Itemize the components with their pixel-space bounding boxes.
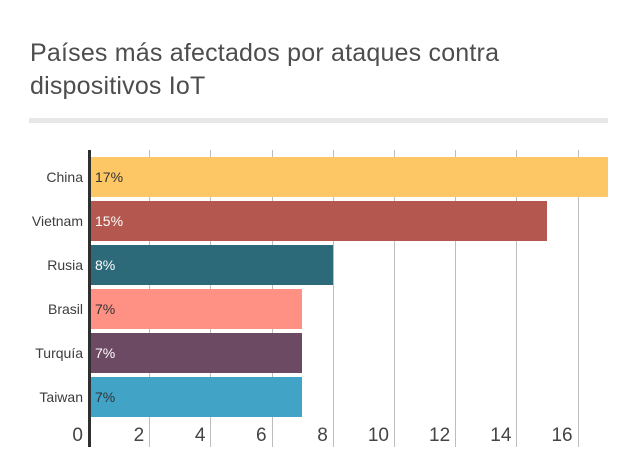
x-tick-label-4: 4 — [194, 425, 206, 446]
bar-brasil: 7% — [91, 289, 303, 329]
y-axis-line — [88, 150, 91, 447]
x-tick-label-0: 0 — [72, 425, 83, 446]
title-divider — [29, 118, 608, 123]
category-label-vietnam: Vietnam — [31, 213, 83, 229]
bar-rusia: 8% — [91, 245, 333, 285]
x-tick-label-2: 2 — [133, 425, 145, 446]
category-label-taiwan: Taiwan — [39, 389, 83, 405]
x-tick-label-12: 12 — [429, 425, 451, 446]
bar-vietnam: 15% — [91, 201, 547, 241]
category-label-brasil: Brasil — [47, 301, 83, 317]
x-gridline-8 — [332, 150, 334, 447]
x-tick-label-6: 6 — [256, 425, 267, 446]
category-label-china: China — [46, 169, 83, 185]
x-gridline-10 — [394, 150, 395, 447]
value-label-turquia: 7% — [95, 345, 116, 361]
bar-turquia: 7% — [91, 333, 303, 373]
value-label-vietnam: 15% — [95, 213, 124, 229]
bar-taiwan: 7% — [91, 377, 303, 417]
value-label-taiwan: 7% — [95, 389, 116, 405]
value-label-china: 17% — [95, 169, 124, 185]
x-tick-label-10: 10 — [367, 425, 389, 446]
x-gridline-16 — [577, 150, 579, 447]
x-tick-label-14: 14 — [490, 425, 512, 446]
category-label-rusia: Rusia — [47, 257, 83, 273]
x-tick-label-16: 16 — [551, 425, 573, 446]
bar-china: 17% — [91, 157, 609, 197]
value-label-brasil: 7% — [95, 301, 116, 317]
x-gridline-14 — [516, 150, 518, 447]
category-label-turquia: Turquía — [35, 345, 83, 361]
x-gridline-12 — [455, 150, 457, 447]
x-tick-label-8: 8 — [317, 425, 328, 446]
chart-title: Países más afectados por ataques contra … — [30, 39, 500, 100]
value-label-rusia: 8% — [95, 257, 116, 273]
